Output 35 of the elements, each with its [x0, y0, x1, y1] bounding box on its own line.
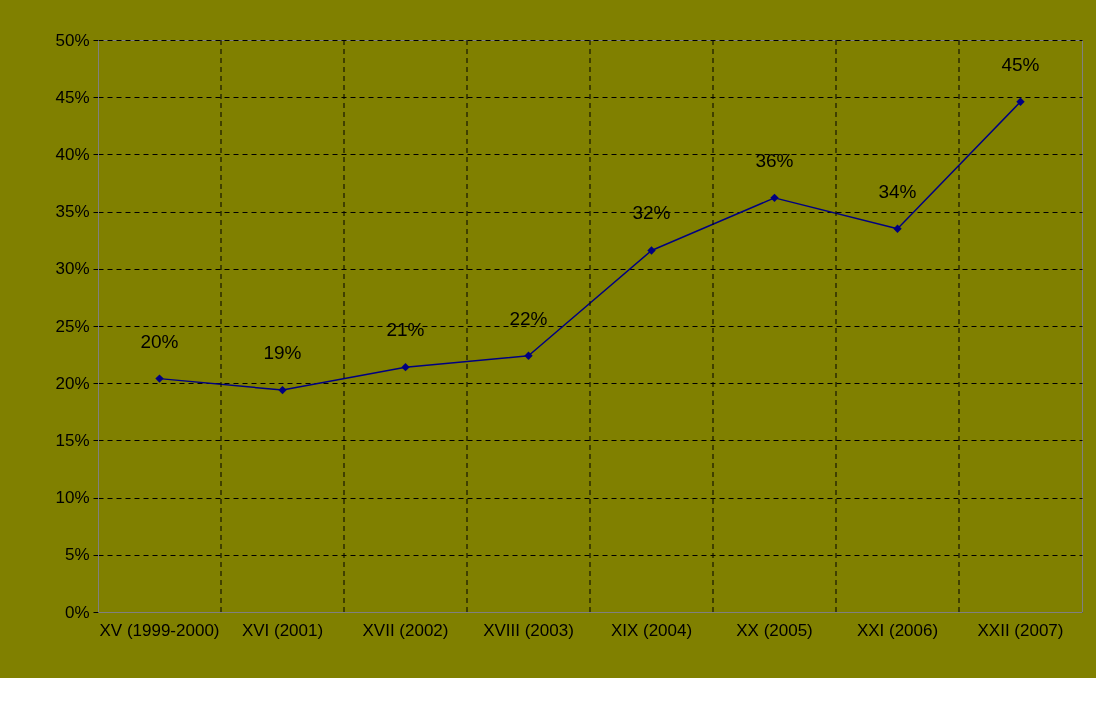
data-label: 22% — [509, 307, 548, 329]
data-label: 21% — [386, 319, 425, 341]
x-tick-label: XVI (2001) — [241, 620, 324, 640]
point — [524, 351, 533, 360]
y-tick-label: 30% — [55, 259, 90, 279]
y-tick-label: 10% — [55, 488, 90, 508]
data-label: 19% — [263, 342, 302, 364]
point — [401, 363, 410, 372]
y-tick-label: 40% — [55, 144, 90, 164]
x-tick-label: XVIII (2003) — [483, 620, 574, 640]
point — [1016, 97, 1025, 106]
data-label: 34% — [878, 180, 917, 202]
y-tick-label: 20% — [55, 373, 90, 393]
y-tick-label: 0% — [64, 602, 90, 622]
point — [770, 193, 779, 203]
y-tick-label: 45% — [55, 87, 90, 107]
point — [893, 224, 902, 233]
y-tick-label: 5% — [64, 545, 90, 565]
y-tick-label: 50% — [55, 30, 90, 50]
x-tick-label: XX (2005) — [736, 620, 813, 640]
x-tick-label: XIX (2004) — [610, 620, 693, 640]
x-tick-label: XXII (2007) — [977, 620, 1064, 640]
data-label: 45% — [1001, 53, 1040, 75]
data-label: 32% — [632, 202, 671, 224]
point — [647, 246, 656, 255]
point — [155, 374, 164, 383]
x-tick-label: XXI (2006) — [856, 620, 939, 640]
y-tick-label: 35% — [55, 202, 90, 222]
data-label: 36% — [755, 149, 794, 171]
point — [278, 385, 287, 395]
data-label: 20% — [140, 330, 179, 352]
y-tick-label: 15% — [55, 430, 90, 450]
x-tick-label: XVII (2002) — [362, 620, 449, 640]
y-tick-label: 25% — [55, 316, 90, 336]
x-tick-label: XV (1999-2000) — [99, 620, 220, 640]
